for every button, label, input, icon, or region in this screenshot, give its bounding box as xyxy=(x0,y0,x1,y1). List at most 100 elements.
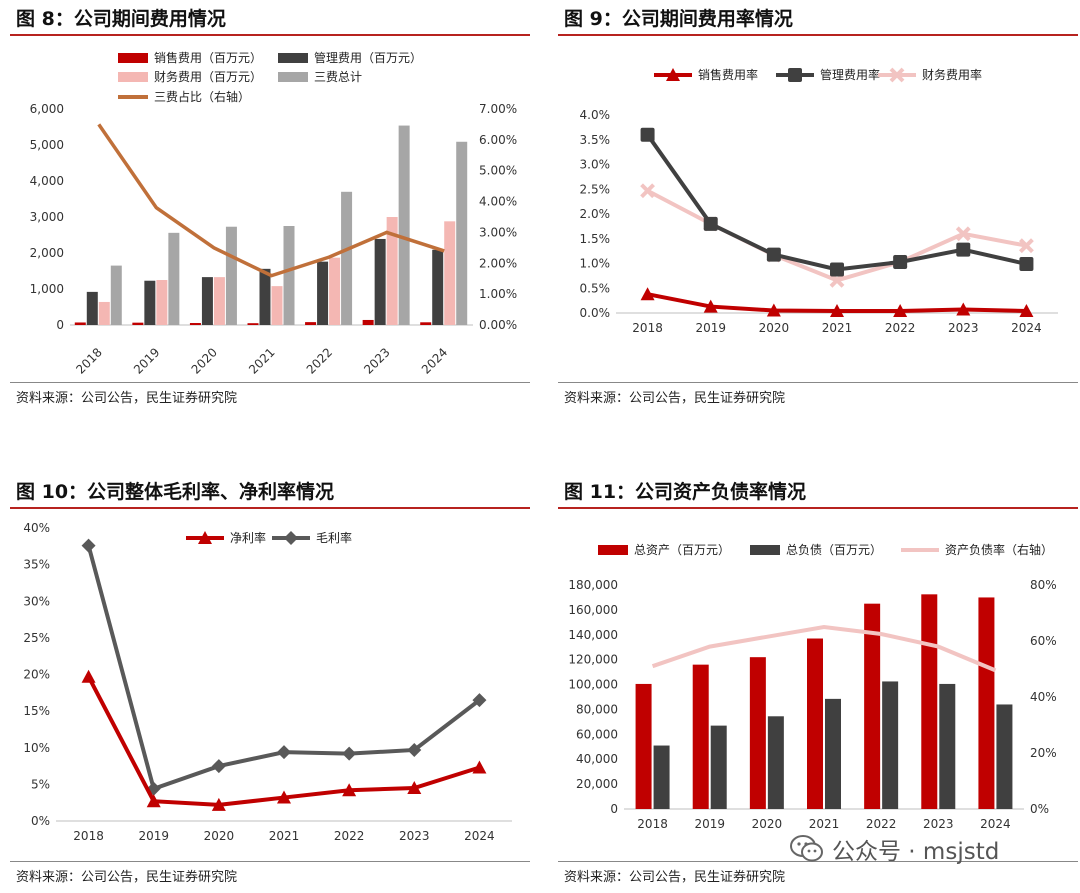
fig8-bar-s0-2024 xyxy=(420,322,432,325)
fig9-yaxis-tick-4: 2.0% xyxy=(580,207,611,221)
fig10-point-s1-2018 xyxy=(81,538,96,553)
legend-swatch-2 xyxy=(118,72,148,82)
figure-9-panel: 图 9：公司期间费用率情况 0.0% 0.5% 1.0% 1.5% 2.0% 2.5% 3.… xyxy=(558,0,1078,420)
figure-8-source: 资料来源：公司公告，民生证券研究院 xyxy=(10,382,530,406)
fig8-bar-s2-2024 xyxy=(444,221,456,325)
fig9-point-s0-2019 xyxy=(703,299,718,313)
legend-label-4: 三费占比（右轴） xyxy=(154,89,250,104)
legend-label-0: 销售费用率 xyxy=(698,67,758,82)
fig8-y2axis-tick-2: 2.00% xyxy=(479,256,517,270)
fig11-y2axis-tick-1: 20% xyxy=(1030,746,1057,760)
fig11-xtick-2022: 2022 xyxy=(866,817,897,831)
figure-11-source: 资料来源：公司公告，民生证券研究院 xyxy=(558,861,1078,885)
figure-8-panel: 图 8：公司期间费用情况 0 1,000 2,000 3,000 4,000 5,000 6… xyxy=(10,0,530,420)
figure-10-source: 资料来源：公司公告，民生证券研究院 xyxy=(10,861,530,885)
fig9-yaxis-tick-8: 4.0% xyxy=(580,108,611,122)
fig9-yaxis-tick-0: 0.0% xyxy=(580,306,611,320)
fig10-point-s0-2018 xyxy=(81,669,96,683)
fig8-yaxis-tick-2: 2,000 xyxy=(30,246,64,260)
fig9-point-s1-2021 xyxy=(830,262,844,277)
fig10-yaxis-tick-8: 40% xyxy=(23,521,50,535)
fig8-bar-s0-2021 xyxy=(247,323,259,325)
fig11-bar-s1-2020 xyxy=(767,716,784,809)
fig11-bar-s1-2024 xyxy=(996,704,1013,809)
legend-marker-1 xyxy=(788,68,802,82)
fig8-bar-s0-2020 xyxy=(189,323,201,325)
legend-label-0: 净利率 xyxy=(230,530,266,545)
fig8-bar-s1-2023 xyxy=(374,238,386,325)
fig9-point-s0-2018 xyxy=(640,287,655,301)
fig9-point-s2-2024 xyxy=(1019,238,1034,254)
fig11-line-ratio xyxy=(651,624,997,673)
fig8-bar-s3-2018 xyxy=(110,265,122,325)
fig10-yaxis-tick-1: 5% xyxy=(31,777,50,791)
fig11-bar-s1-2018 xyxy=(653,745,670,809)
fig10-line-0 xyxy=(86,675,481,807)
fig11-bar-s0-2022 xyxy=(864,603,881,809)
fig11-bar-s0-2019 xyxy=(692,664,709,809)
fig10-yaxis-tick-6: 30% xyxy=(23,594,50,608)
legend-marker-0 xyxy=(666,68,680,81)
fig8-bar-s2-2020 xyxy=(213,277,225,325)
fig9-point-s1-2023 xyxy=(956,242,971,257)
fig8-bar-s1-2019 xyxy=(144,280,156,325)
fig8-xtick-2019: 2019 xyxy=(131,345,162,376)
fig8-bar-s2-2018 xyxy=(98,301,110,325)
fig9-point-s1-2020 xyxy=(766,247,781,262)
fig9-point-s0-2021 xyxy=(830,304,844,318)
fig10-xtick-2020: 2020 xyxy=(204,829,235,843)
legend-marker-1 xyxy=(284,531,298,545)
fig8-bar-s2-2022 xyxy=(329,257,341,325)
figure-9-title: 图 9：公司期间费用率情况 xyxy=(558,4,1078,36)
fig9-point-s0-2024 xyxy=(1019,304,1034,318)
fig8-bar-s2-2019 xyxy=(156,280,168,325)
figure-9-chart: 0.0% 0.5% 1.0% 1.5% 2.0% 2.5% 3.0% 3.5% 4.0% 2018… xyxy=(580,67,1058,335)
fig8-y2axis-tick-0: 0.00% xyxy=(479,318,517,332)
fig11-yaxis-tick-7: 140,000 xyxy=(568,628,618,642)
fig11-bar-s1-2022 xyxy=(882,681,899,809)
fig11-y2axis-tick-2: 40% xyxy=(1030,690,1057,704)
fig8-bar-s0-2023 xyxy=(362,319,374,325)
fig10-point-s0-2023 xyxy=(407,781,422,795)
legend-swatch-0 xyxy=(598,545,628,555)
fig8-yaxis-tick-1: 1,000 xyxy=(30,282,64,296)
fig10-xtick-2021: 2021 xyxy=(269,829,300,843)
fig8-xtick-2021: 2021 xyxy=(246,345,277,376)
fig9-xtick-2023: 2023 xyxy=(948,321,979,335)
fig10-xtick-2022: 2022 xyxy=(334,829,365,843)
legend-label-1: 管理费用（百万元） xyxy=(314,50,422,65)
fig8-bar-s1-2021 xyxy=(259,268,271,325)
fig9-yaxis-tick-5: 2.5% xyxy=(580,182,611,196)
figure-10-panel: 图 10：公司整体毛利率、净利率情况 0% 5% 10% 15% 20% 25% 30% 35… xyxy=(10,473,530,893)
fig10-point-s0-2020 xyxy=(211,797,226,811)
legend-marker-0 xyxy=(198,531,212,544)
fig8-yaxis-tick-4: 4,000 xyxy=(30,174,64,188)
legend-label-1: 毛利率 xyxy=(316,530,352,545)
fig8-y2axis-tick-7: 7.00% xyxy=(479,102,517,116)
legend-label-1: 总负债（百万元） xyxy=(786,543,882,557)
fig10-yaxis-tick-2: 10% xyxy=(23,741,50,755)
fig10-point-s1-2022 xyxy=(342,746,357,761)
fig11-yaxis-tick-4: 80,000 xyxy=(576,702,618,716)
legend-label-2: 财务费用（百万元） xyxy=(154,69,262,84)
fig9-xtick-2021: 2021 xyxy=(822,321,853,335)
watermark-text: 公众号 · msjstd xyxy=(832,839,1000,865)
fig9-xtick-2022: 2022 xyxy=(885,321,916,335)
fig11-bar-s1-2019 xyxy=(710,725,727,809)
fig8-y2axis-tick-5: 5.00% xyxy=(479,164,517,178)
fig8-bar-s2-2023 xyxy=(386,217,398,325)
fig9-point-s0-2020 xyxy=(766,303,781,317)
fig8-y2axis-tick-4: 4.00% xyxy=(479,195,517,209)
legend-label-0: 销售费用（百万元） xyxy=(154,50,262,65)
fig11-y2axis-tick-4: 80% xyxy=(1030,578,1057,592)
fig9-point-s1-2019 xyxy=(703,216,718,231)
fig8-bar-s2-2021 xyxy=(271,286,283,325)
fig8-bar-s0-2018 xyxy=(74,322,86,325)
fig10-point-s1-2021 xyxy=(277,745,291,760)
figure-11-panel: 图 11：公司资产负债率情况 0 20,000 40,000 60,000 80,000… xyxy=(558,473,1078,893)
fig11-yaxis-tick-2: 40,000 xyxy=(576,752,618,766)
fig10-yaxis-tick-4: 20% xyxy=(23,668,50,682)
legend-label-2: 资产负债率（右轴） xyxy=(945,542,1053,557)
fig11-y2axis-tick-0: 0% xyxy=(1030,802,1049,816)
fig11-yaxis-tick-1: 20,000 xyxy=(576,777,618,791)
